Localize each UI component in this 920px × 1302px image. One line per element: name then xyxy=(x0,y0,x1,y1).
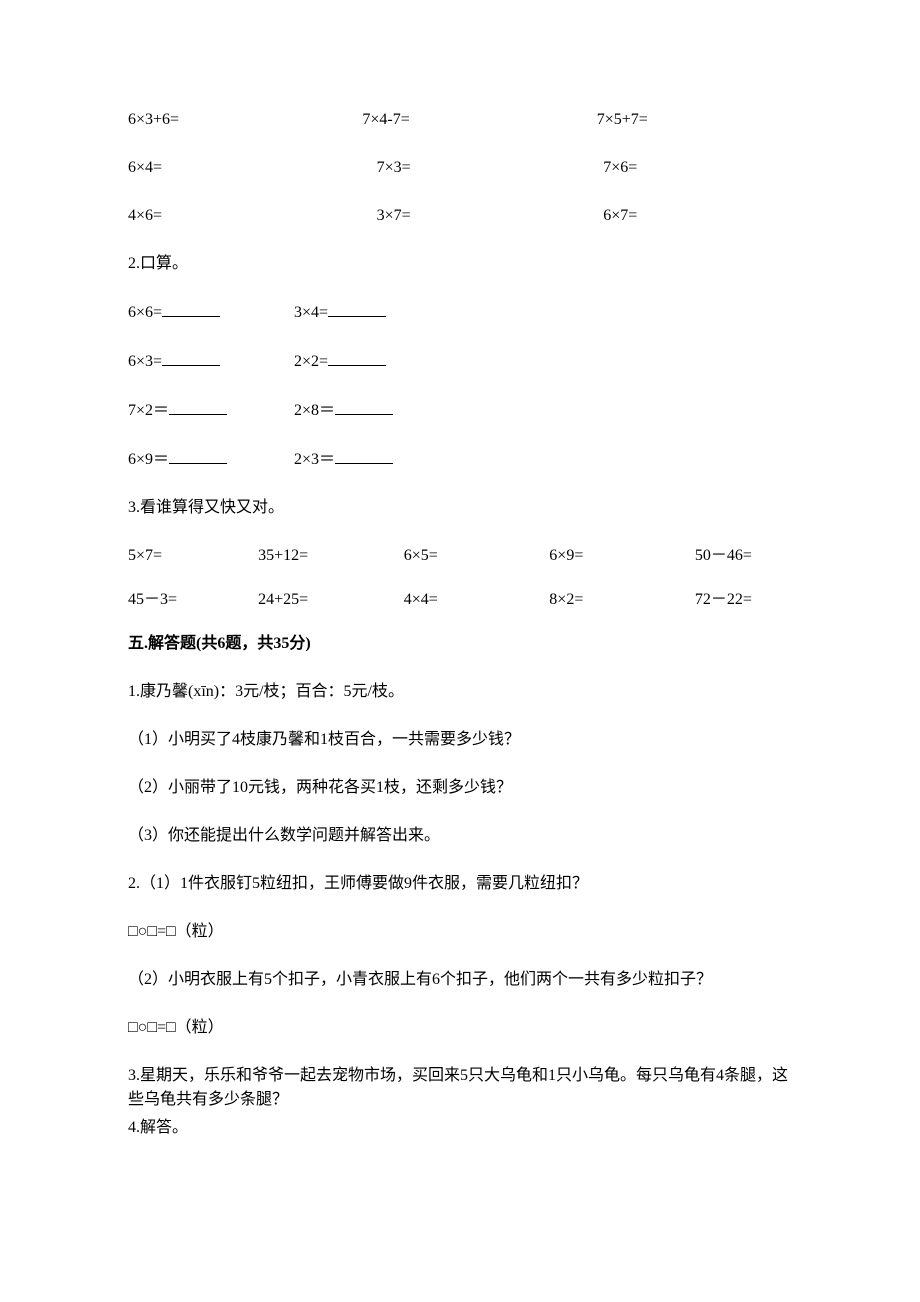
q3-cell: 6×5= xyxy=(404,544,550,568)
s5-q1-stem: 1.康乃馨(xīn)：3元/枝；百合：5元/枝。 xyxy=(128,680,792,704)
answer-blank[interactable] xyxy=(162,300,220,317)
calc-cell: 6×3+6= xyxy=(128,108,362,132)
calc-cell: 6×4= xyxy=(128,156,355,180)
calc-cell: 7×5+7= xyxy=(597,108,792,132)
answer-blank[interactable] xyxy=(162,349,220,366)
q3-cell: 4×4= xyxy=(404,588,550,612)
s5-q1-sub2: （2）小丽带了10元钱，两种花各买1枝，还剩多少钱？ xyxy=(128,776,792,800)
q3-row: 5×7= 35+12= 6×5= 6×9= 50－46= xyxy=(128,544,792,568)
q3-title: 3.看谁算得又快又对。 xyxy=(128,496,792,520)
s5-q2-sub2: （2）小明衣服上有5个扣子，小青衣服上有6个扣子，他们两个一共有多少粒扣子？ xyxy=(128,968,792,992)
q3-cell: 8×2= xyxy=(549,588,695,612)
q3-cell: 45－3= xyxy=(128,588,258,612)
q3-cell: 6×9= xyxy=(549,544,695,568)
calc-cell: 4×6= xyxy=(128,204,355,228)
q3-row: 45－3= 24+25= 4×4= 8×2= 72－22= xyxy=(128,588,792,612)
q3-cell: 5×7= xyxy=(128,544,258,568)
s5-q3: 3.星期天，乐乐和爷爷一起去宠物市场，买回来5只大乌龟和1只小乌龟。每只乌龟有4… xyxy=(128,1064,792,1112)
s5-q4: 4.解答。 xyxy=(128,1116,792,1140)
section5-heading: 五.解答题(共6题，共35分) xyxy=(128,632,792,656)
answer-blank[interactable] xyxy=(335,447,393,464)
q2-expr: 3×4= xyxy=(294,304,328,321)
answer-blank[interactable] xyxy=(169,447,227,464)
answer-blank[interactable] xyxy=(328,300,386,317)
q2-title: 2.口算。 xyxy=(128,252,792,276)
calc-cell: 7×4-7= xyxy=(362,108,596,132)
q3-cell: 35+12= xyxy=(258,544,404,568)
q3-cell: 24+25= xyxy=(258,588,404,612)
calc-cell: 7×3= xyxy=(355,156,604,180)
calc-row: 6×3+6= 7×4-7= 7×5+7= xyxy=(128,108,792,132)
calc-cell: 7×6= xyxy=(603,156,792,180)
answer-blank[interactable] xyxy=(328,349,386,366)
q2-expr: 2×8＝ xyxy=(294,402,335,419)
calc-row: 6×4= 7×3= 7×6= xyxy=(128,156,792,180)
q3-cell: 72－22= xyxy=(695,588,792,612)
s5-q2-blank1: □○□=□（粒） xyxy=(128,920,792,944)
q2-expr: 7×2＝ xyxy=(128,402,169,419)
q2-pair: 6×3= 2×2= xyxy=(128,349,792,374)
answer-blank[interactable] xyxy=(169,398,227,415)
calc-row: 4×6= 3×7= 6×7= xyxy=(128,204,792,228)
s5-q2-blank2: □○□=□（粒） xyxy=(128,1016,792,1040)
calc-cell: 6×7= xyxy=(603,204,792,228)
calc-cell: 3×7= xyxy=(355,204,604,228)
q2-pair: 6×6= 3×4= xyxy=(128,300,792,325)
q2-expr: 6×3= xyxy=(128,353,162,370)
s5-q2-sub1: 2.（1）1件衣服钉5粒纽扣，王师傅要做9件衣服，需要几粒纽扣？ xyxy=(128,872,792,896)
q2-expr: 6×9＝ xyxy=(128,451,169,468)
q2-expr: 2×3＝ xyxy=(294,451,335,468)
q2-pair: 7×2＝ 2×8＝ xyxy=(128,398,792,423)
s5-q1-sub3: （3）你还能提出什么数学问题并解答出来。 xyxy=(128,824,792,848)
q2-expr: 2×2= xyxy=(294,353,328,370)
q3-cell: 50－46= xyxy=(695,544,792,568)
q2-expr: 6×6= xyxy=(128,304,162,321)
q2-pair: 6×9＝ 2×3＝ xyxy=(128,447,792,472)
s5-q1-sub1: （1）小明买了4枝康乃馨和1枝百合，一共需要多少钱？ xyxy=(128,728,792,752)
answer-blank[interactable] xyxy=(335,398,393,415)
